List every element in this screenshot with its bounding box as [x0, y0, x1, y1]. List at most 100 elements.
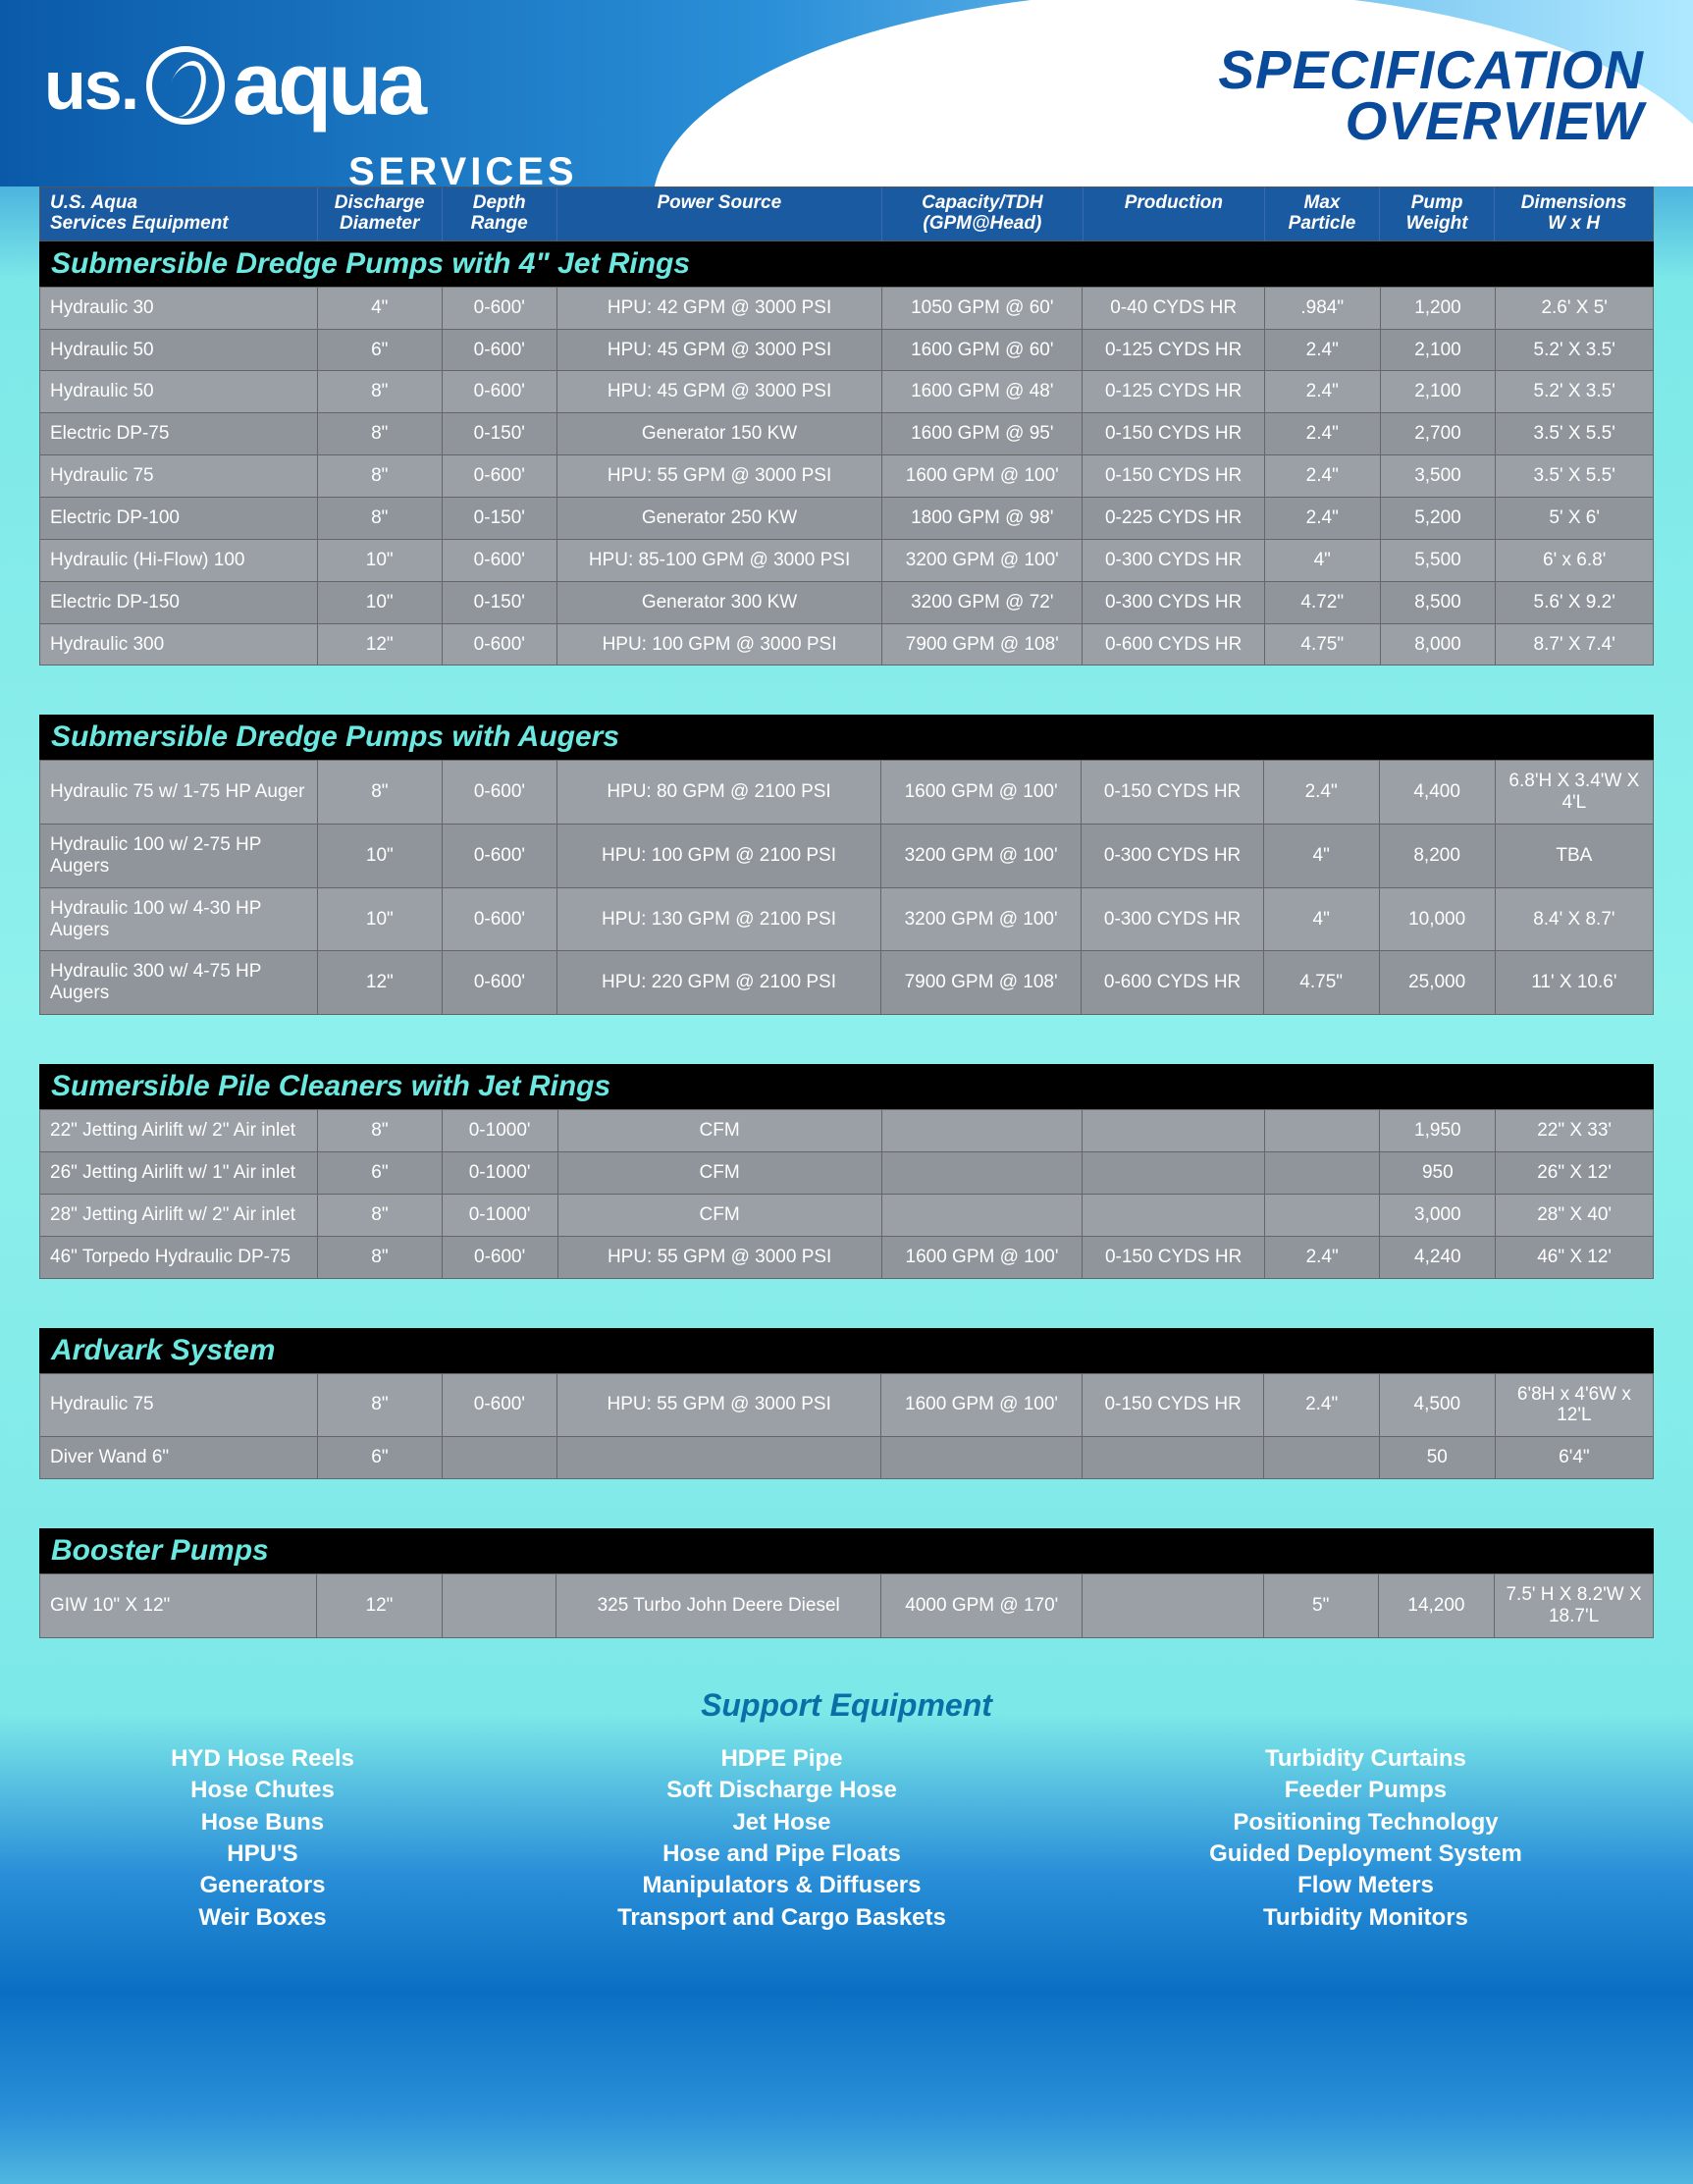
support-item: Weir Boxes	[171, 1902, 354, 1934]
group-title: Sumersible Pile Cleaners with Jet Rings	[39, 1064, 1654, 1109]
table-cell: 0-225 CYDS HR	[1083, 498, 1264, 540]
table-row: Hydraulic 508"0-600'HPU: 45 GPM @ 3000 P…	[40, 371, 1654, 413]
table-cell: HPU: 42 GPM @ 3000 PSI	[556, 287, 881, 329]
table-cell: 1600 GPM @ 95'	[882, 413, 1083, 455]
table-cell: 6'4"	[1495, 1437, 1653, 1479]
table-cell: HPU: 55 GPM @ 3000 PSI	[557, 1373, 881, 1437]
col-weight: PumpWeight	[1380, 187, 1495, 240]
table-cell: 4.72"	[1264, 581, 1380, 623]
table-cell: 3.5' X 5.5'	[1496, 455, 1654, 498]
table-cell: 6.8'H X 3.4'W X 4'L	[1495, 761, 1653, 825]
table-cell: 2,100	[1380, 371, 1496, 413]
table-cell: 2.4"	[1264, 1373, 1379, 1437]
table-cell: 1600 GPM @ 100'	[880, 761, 1081, 825]
support-item: HPU'S	[171, 1838, 354, 1870]
table-cell: Hydraulic 100 w/ 2-75 HP Augers	[40, 825, 318, 888]
table-cell: 5,500	[1380, 539, 1496, 581]
table-cell: 0-600'	[442, 1236, 557, 1278]
table-cell: 0-600 CYDS HR	[1083, 623, 1264, 666]
table-cell: 2.4"	[1264, 329, 1380, 371]
table-cell: 2.4"	[1264, 455, 1380, 498]
table-cell: Hydraulic 50	[40, 371, 318, 413]
table-cell: 8"	[318, 1110, 443, 1152]
table-cell: 0-1000'	[442, 1110, 557, 1152]
table-cell: Hydraulic 300	[40, 623, 318, 666]
table-cell: 4,240	[1380, 1236, 1496, 1278]
table-cell: 46" X 12'	[1496, 1236, 1654, 1278]
table-cell: 6"	[318, 1437, 442, 1479]
table-cell: 28" X 40'	[1496, 1194, 1654, 1236]
table-row: Hydraulic 506"0-600'HPU: 45 GPM @ 3000 P…	[40, 329, 1654, 371]
table-cell: 12"	[317, 623, 442, 666]
table-cell: HPU: 45 GPM @ 3000 PSI	[556, 371, 881, 413]
table-cell: 2.4"	[1263, 761, 1379, 825]
table-cell: 0-600'	[442, 761, 556, 825]
support-item: Guided Deployment System	[1209, 1838, 1522, 1870]
support-title: Support Equipment	[39, 1687, 1654, 1724]
table-cell: 1800 GPM @ 98'	[882, 498, 1083, 540]
col-particle: MaxParticle	[1265, 187, 1380, 240]
table-cell: 8,000	[1380, 623, 1496, 666]
table-cell: 12"	[317, 951, 442, 1015]
table-cell	[1083, 1151, 1265, 1194]
support-col-2: HDPE PipeSoft Discharge HoseJet HoseHose…	[617, 1743, 946, 1934]
table-cell: 0-600'	[442, 371, 556, 413]
table-cell: 0-150'	[442, 498, 556, 540]
table-cell: Hydraulic 75	[40, 1373, 318, 1437]
logo-aqua: aqua	[233, 34, 423, 135]
table-cell: HPU: 45 GPM @ 3000 PSI	[556, 329, 881, 371]
col-discharge: DischargeDiameter	[318, 187, 443, 240]
table-cell: 7900 GPM @ 108'	[882, 623, 1083, 666]
table-cell: 10"	[317, 581, 442, 623]
table-cell: 0-300 CYDS HR	[1082, 825, 1263, 888]
logo-swirl-icon	[146, 46, 225, 125]
table-cell: Generator 300 KW	[556, 581, 881, 623]
support-item: Generators	[171, 1870, 354, 1901]
table-cell: 50	[1379, 1437, 1495, 1479]
table-cell: 0-40 CYDS HR	[1083, 287, 1264, 329]
table-cell: 7.5' H X 8.2'W X 18.7'L	[1495, 1574, 1654, 1638]
support-item: Hose Chutes	[171, 1775, 354, 1806]
table-row: Hydraulic 100 w/ 2-75 HP Augers10"0-600'…	[40, 825, 1654, 888]
table-cell: CFM	[557, 1151, 881, 1194]
table-cell: Electric DP-100	[40, 498, 318, 540]
table-cell: Electric DP-75	[40, 413, 318, 455]
table-cell: 0-1000'	[442, 1151, 557, 1194]
table-cell	[881, 1194, 1083, 1236]
table-row: Hydraulic (Hi-Flow) 10010"0-600'HPU: 85-…	[40, 539, 1654, 581]
support-item: Feeder Pumps	[1209, 1775, 1522, 1806]
table-cell: 3200 GPM @ 100'	[880, 825, 1081, 888]
table-cell: Diver Wand 6"	[40, 1437, 318, 1479]
table-cell: 2,700	[1380, 413, 1496, 455]
table-cell: 5.2' X 3.5'	[1496, 329, 1654, 371]
table-cell: 5.6' X 9.2'	[1496, 581, 1654, 623]
page-header: us. aqua SERVICES SPECIFICATION OVERVIEW	[0, 0, 1693, 186]
page-title-line2: OVERVIEW	[1218, 95, 1644, 146]
table-cell: 0-150'	[442, 581, 556, 623]
table-cell	[881, 1437, 1083, 1479]
table-cell: 5' X 6'	[1496, 498, 1654, 540]
table-cell: 0-600'	[442, 623, 556, 666]
col-capacity: Capacity/TDH(GPM@Head)	[882, 187, 1084, 240]
table-cell: 2,100	[1380, 329, 1496, 371]
table-cell: 6"	[318, 1151, 443, 1194]
table-cell: Hydraulic 300 w/ 4-75 HP Augers	[40, 951, 318, 1015]
table-cell: 325 Turbo John Deere Diesel	[556, 1574, 881, 1638]
table-cell: 8"	[317, 413, 442, 455]
table-cell: HPU: 80 GPM @ 2100 PSI	[557, 761, 881, 825]
table-cell: 950	[1380, 1151, 1496, 1194]
table-row: GIW 10" X 12"12"325 Turbo John Deere Die…	[40, 1574, 1654, 1638]
table-cell: 5"	[1263, 1574, 1378, 1638]
table-cell: 22" Jetting Airlift w/ 2" Air inlet	[40, 1110, 318, 1152]
support-item: Soft Discharge Hose	[617, 1775, 946, 1806]
table-cell: 1,200	[1380, 287, 1496, 329]
table-cell: CFM	[557, 1110, 881, 1152]
table-cell: 8"	[317, 498, 442, 540]
table-cell: 6' x 6.8'	[1496, 539, 1654, 581]
table-cell: 0-150 CYDS HR	[1083, 1236, 1265, 1278]
table-cell	[1083, 1194, 1265, 1236]
spec-group: Sumersible Pile Cleaners with Jet Rings2…	[39, 1064, 1654, 1278]
spec-group: Booster PumpsGIW 10" X 12"12"325 Turbo J…	[39, 1528, 1654, 1638]
table-cell: 2.4"	[1264, 413, 1380, 455]
support-item: Turbidity Curtains	[1209, 1743, 1522, 1775]
